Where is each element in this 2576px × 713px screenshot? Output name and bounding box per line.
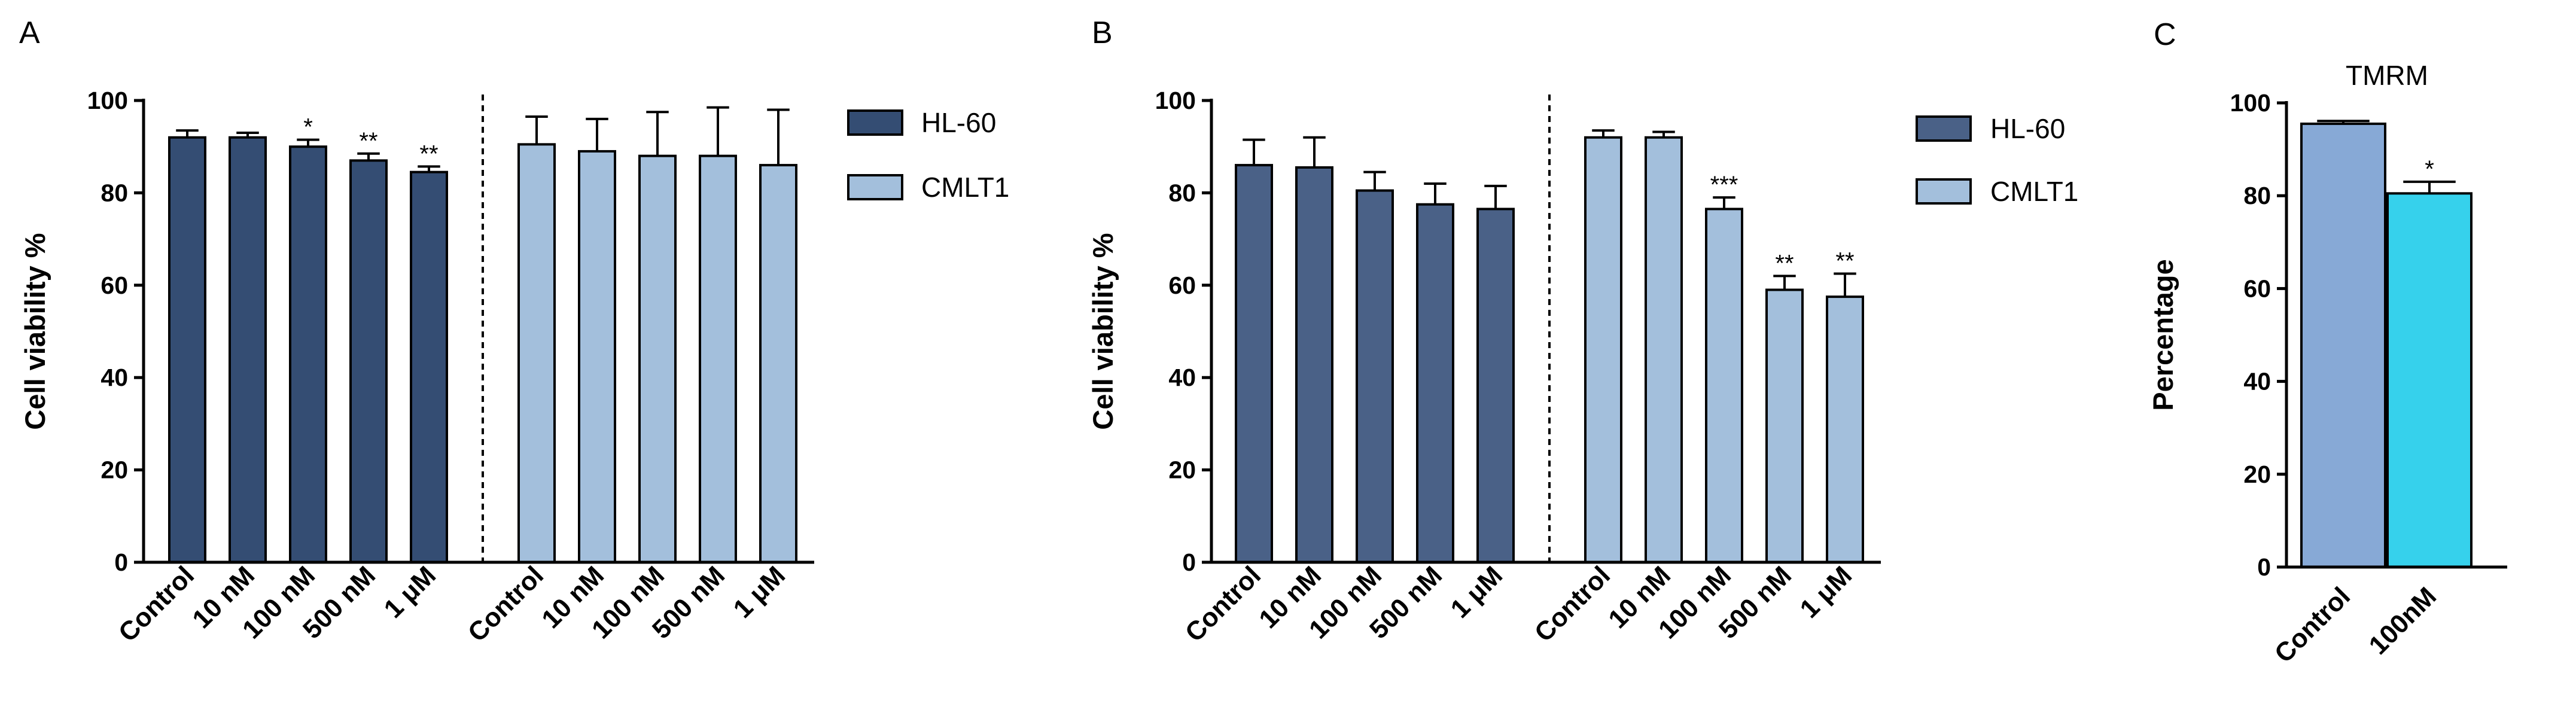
x-tick-label-cmlt1-4: 1 μM [1795,560,1858,624]
y-tick-label-60: 60 [1168,272,1196,299]
y-tick-label-60: 60 [2243,275,2271,302]
bar-cmlt1-4 [759,164,797,563]
bar-hl-60-0 [168,136,206,563]
bar-hl-60-3 [1416,203,1454,563]
legend-label-hl-60: HL-60 [1990,113,2065,144]
significance-hl-60-3: ** [359,128,377,154]
chart-c: Control * 100nM 0 20 40 60 80 100 Percentage [2147,89,2507,669]
x-tick-label-cmlt1-0: Control [1529,560,1616,647]
x-tick-label-bar-0: Control [2269,581,2356,668]
x-tick-label-hl-60-4: 1 μM [379,560,442,624]
bar-hl-60-2 [289,145,327,563]
x-tick-label-bar-1: 100nM [2364,581,2442,660]
bar-hl-60-0 [1235,164,1273,563]
significance-cmlt1-4: ** [1835,248,1854,275]
y-tick-label-0: 0 [114,549,128,576]
bar-hl-60-3 [349,159,388,563]
y-tick-label-100: 100 [2230,89,2271,117]
x-tick-label-cmlt1-4: 1 μM [728,560,791,624]
y-tick-label-100: 100 [87,87,128,114]
bar-cmlt1-4 [1826,295,1864,563]
legend-label-cmlt1: CMLT1 [921,172,1009,203]
significance-cmlt1-2: *** [1710,172,1738,198]
bar-bar-1 [2386,192,2473,568]
bar-cmlt1-0 [1584,136,1622,563]
y-axis-label: Cell viability % [19,233,51,429]
bar-hl-60-4 [410,170,448,564]
bar-cmlt1-1 [1645,136,1683,563]
y-tick-label-20: 20 [1168,456,1196,484]
bar-cmlt1-2 [1705,208,1743,564]
bar-hl-60-1 [1295,166,1333,563]
panel-letter-a: A [19,16,40,50]
x-tick-label-cmlt1-0: Control [462,560,549,647]
y-tick-label-0: 0 [1182,549,1196,576]
panel-letter-b: B [1092,16,1113,50]
y-tick-label-80: 80 [2243,182,2271,209]
y-tick-label-40: 40 [101,364,128,391]
y-tick-label-40: 40 [1168,364,1196,391]
y-axis-label: Percentage [2147,259,2179,410]
bar-hl-60-2 [1356,189,1394,564]
y-tick-label-40: 40 [2243,368,2271,395]
y-axis-label: Cell viability % [1087,233,1119,429]
legend-swatch-cmlt1 [847,174,903,200]
y-tick-label-80: 80 [1168,179,1196,206]
y-tick-label-60: 60 [101,272,128,299]
legend-swatch-hl-60 [1916,115,1972,142]
y-tick-label-100: 100 [1155,87,1196,114]
bar-hl-60-1 [229,136,267,563]
y-tick-label-20: 20 [101,456,128,484]
bar-cmlt1-1 [578,150,616,564]
legend-swatch-cmlt1 [1916,178,1972,205]
legend-swatch-hl-60 [847,109,903,136]
y-tick-label-0: 0 [2257,553,2271,581]
chart-c-title: TMRM [2346,60,2428,91]
bar-cmlt1-3 [1765,288,1804,563]
bar-cmlt1-0 [517,143,556,563]
y-tick-label-80: 80 [101,179,128,206]
bar-hl-60-4 [1476,208,1515,564]
bar-bar-0 [2300,122,2386,569]
significance-bar-1: * [2425,156,2434,182]
y-tick-label-20: 20 [2243,461,2271,488]
legend-label-hl-60: HL-60 [921,107,996,138]
significance-cmlt1-3: ** [1775,250,1794,276]
legend-label-cmlt1: CMLT1 [1990,176,2078,207]
bar-cmlt1-3 [699,154,737,563]
panel-letter-c: C [2154,17,2176,52]
significance-hl-60-4: ** [419,141,438,167]
significance-hl-60-2: * [303,114,313,141]
x-tick-label-hl-60-4: 1 μM [1445,560,1509,624]
bar-cmlt1-2 [638,154,677,563]
